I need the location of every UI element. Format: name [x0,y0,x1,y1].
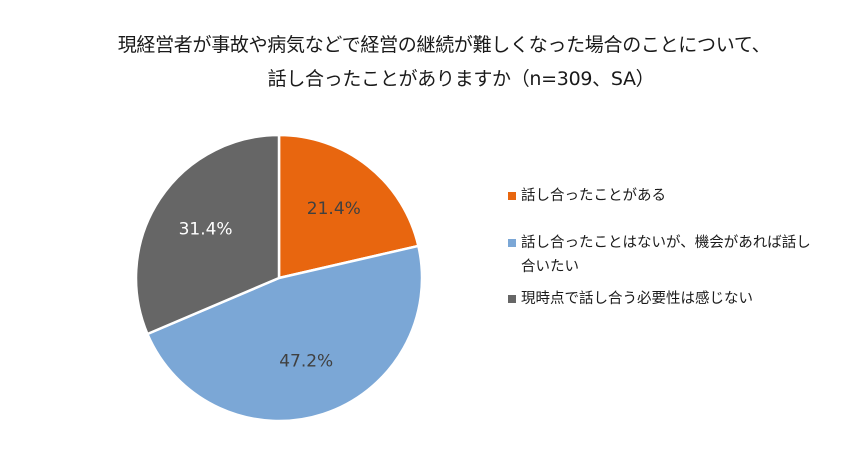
chart-title-line-2: 話し合ったことがありますか（n=309、SA） [267,68,655,90]
pie-slice-want-to-discuss [146,244,424,423]
data-label-discussed: 21.4% [307,199,361,219]
legend-swatch-want-to-discuss [508,239,516,247]
legend-item-not-needed: 現時点で話し合う必要性は感じない [508,287,828,311]
pie-slice-discussed [277,133,420,280]
legend-label-discussed: 話し合ったことがある [521,188,666,204]
data-label-not-needed: 31.4% [179,220,233,240]
chart-legend: 話し合ったことがある 話し合ったことはないが、機会があれば話し合いたい 現時点で… [508,184,828,319]
legend-swatch-not-needed [508,295,516,303]
legend-label-want-to-discuss: 話し合ったことはないが、機会があれば話し合いたい [521,235,811,275]
legend-item-want-to-discuss: 話し合ったことはないが、機会があれば話し合いたい [508,231,828,279]
legend-label-not-needed: 現時点で話し合う必要性は感じない [521,291,753,307]
chart-title: 現経営者が事故や病気などで経営の継続が難しくなった場合のことについて、 話し合っ… [0,28,850,96]
chart-title-line-1: 現経営者が事故や病気などで経営の継続が難しくなった場合のことについて、 [117,34,771,56]
legend-item-discussed: 話し合ったことがある [508,184,828,208]
pie-slice-not-needed [134,133,281,336]
data-label-want-to-discuss: 47.2% [279,352,333,372]
legend-swatch-discussed [508,192,516,200]
